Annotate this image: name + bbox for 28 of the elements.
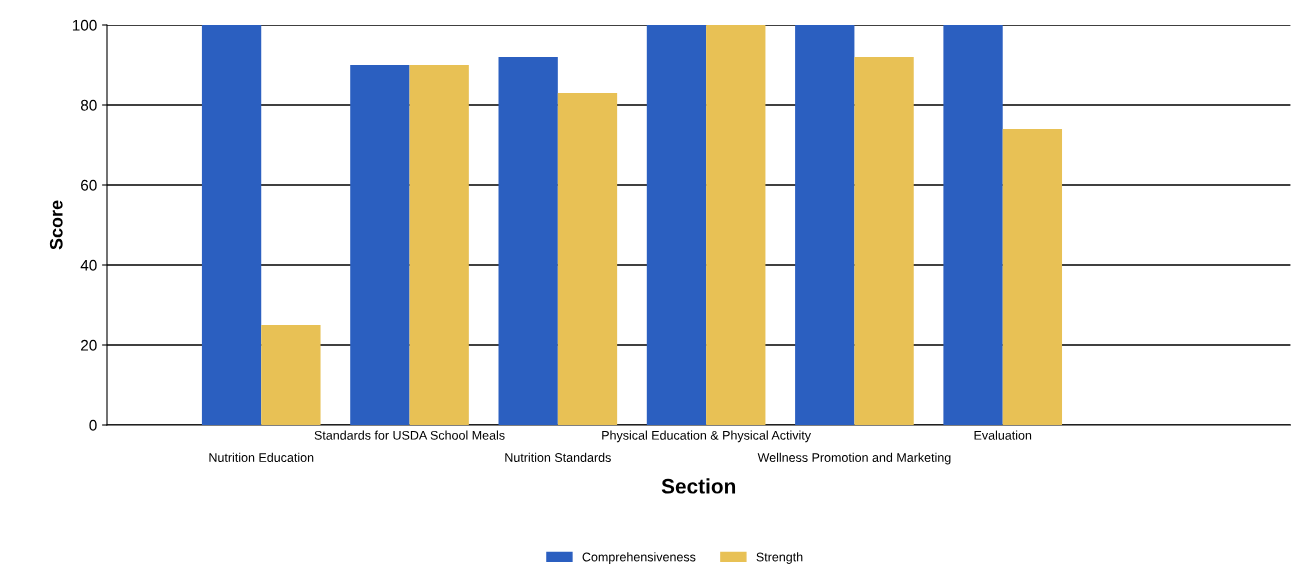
legend-label: Strength	[756, 552, 803, 564]
x-tick-label: Standards for USDA School Meals	[314, 430, 505, 440]
bar	[498, 57, 558, 425]
bar	[261, 325, 321, 425]
y-axis-title: Score	[49, 200, 63, 250]
bar	[706, 25, 766, 425]
bar	[1002, 129, 1063, 425]
y-tick-label: 100	[72, 19, 97, 31]
x-tick-label: Evaluation	[974, 430, 1032, 440]
bar	[646, 25, 707, 425]
bar	[943, 25, 1003, 425]
bar	[557, 93, 618, 425]
x-tick-label: Physical Education & Physical Activity	[602, 430, 812, 443]
bar	[350, 65, 410, 425]
y-tick-label: 80	[80, 99, 97, 111]
x-tick-label: Nutrition Standards	[505, 452, 611, 462]
x-axis-title: Section	[661, 478, 736, 494]
bar	[201, 25, 262, 425]
x-tick-label: Nutrition Education	[209, 452, 314, 462]
y-tick-label: 60	[81, 179, 97, 191]
y-tick-label: 20	[81, 339, 97, 351]
bar	[409, 65, 469, 425]
legend-label: Comprehensiveness	[582, 552, 696, 564]
y-tick-label: 0	[89, 419, 97, 431]
y-tick-label: 40	[80, 259, 97, 271]
bar	[795, 25, 855, 425]
bar	[854, 57, 914, 425]
x-tick-label: Wellness Promotion and Marketing	[757, 452, 951, 465]
